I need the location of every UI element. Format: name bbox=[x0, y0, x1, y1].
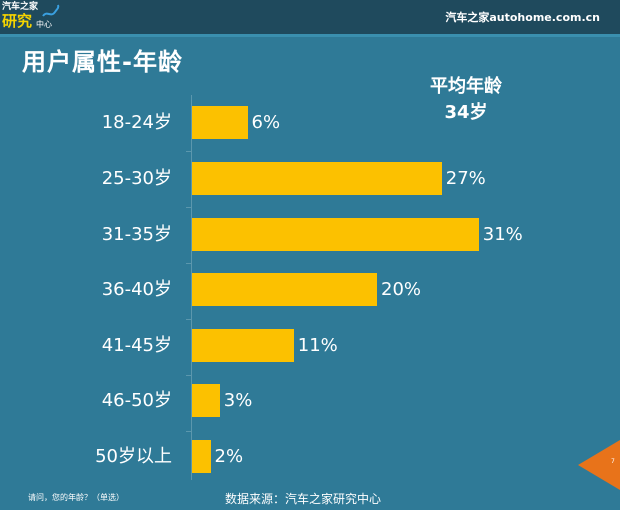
category-label: 46-50岁 bbox=[101, 390, 172, 411]
bar-row: 50岁以上 2% bbox=[0, 440, 620, 496]
bar bbox=[192, 329, 294, 362]
logo-line3: 中心 bbox=[36, 20, 52, 29]
category-label: 18-24岁 bbox=[101, 112, 172, 133]
average-age-callout: 平均年龄 34岁 bbox=[420, 74, 512, 126]
header-bar bbox=[0, 0, 620, 34]
bar-row: 46-50岁 3% bbox=[0, 384, 620, 440]
bar bbox=[192, 440, 211, 473]
bar-row: 36-40岁 20% bbox=[0, 273, 620, 329]
value-label: 27% bbox=[445, 168, 486, 189]
category-label: 41-45岁 bbox=[101, 335, 172, 356]
bar bbox=[192, 273, 377, 306]
bar bbox=[192, 106, 248, 139]
page-number: 7 bbox=[611, 458, 615, 465]
axis-tick bbox=[186, 431, 191, 432]
value-label: 2% bbox=[214, 446, 244, 467]
average-label: 平均年龄 bbox=[430, 76, 502, 97]
header-divider bbox=[0, 34, 620, 37]
category-label: 31-35岁 bbox=[101, 224, 172, 245]
bar-row: 18-24岁 6% bbox=[0, 106, 620, 162]
axis-tick bbox=[186, 375, 191, 376]
bar-row: 25-30岁 27% bbox=[0, 162, 620, 218]
bar-row: 31-35岁 31% bbox=[0, 218, 620, 274]
axis-tick bbox=[186, 151, 191, 152]
bar bbox=[192, 384, 220, 417]
bar-row: 41-45岁 11% bbox=[0, 329, 620, 385]
chart-axis bbox=[191, 95, 192, 480]
bar bbox=[192, 218, 479, 251]
axis-tick bbox=[186, 207, 191, 208]
category-label: 25-30岁 bbox=[101, 168, 172, 189]
survey-question: 请问，您的年龄？（单选） bbox=[28, 493, 124, 502]
value-label: 11% bbox=[297, 335, 338, 356]
value-label: 20% bbox=[381, 279, 422, 300]
category-label: 36-40岁 bbox=[101, 279, 172, 300]
value-label: 6% bbox=[251, 112, 281, 133]
page-title: 用户属性-年龄 bbox=[22, 48, 183, 76]
logo-swirl-icon bbox=[42, 4, 60, 17]
logo-line2: 研究 bbox=[2, 12, 33, 30]
page-marker-icon bbox=[578, 440, 620, 490]
value-label: 31% bbox=[482, 224, 523, 245]
logo: 汽车之家 研究 中心 bbox=[2, 2, 66, 32]
bar bbox=[192, 162, 442, 195]
axis-tick bbox=[186, 319, 191, 320]
data-source: 数据来源：汽车之家研究中心 bbox=[225, 492, 382, 506]
axis-tick bbox=[186, 263, 191, 264]
logo-line1: 汽车之家 bbox=[2, 2, 39, 12]
site-brand: 汽车之家autohome.com.cn bbox=[445, 11, 600, 24]
category-label: 50岁以上 bbox=[95, 446, 172, 467]
average-value: 34岁 bbox=[444, 102, 488, 123]
value-label: 3% bbox=[223, 390, 253, 411]
